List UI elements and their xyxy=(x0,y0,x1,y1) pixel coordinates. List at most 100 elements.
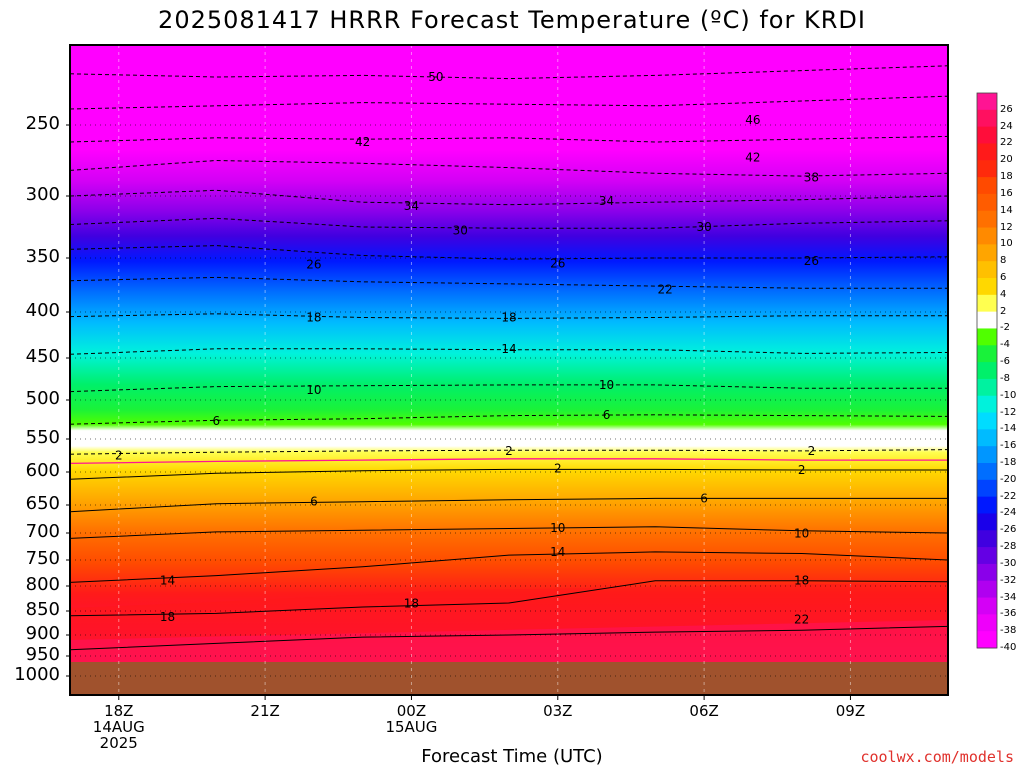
colorbar-label: -22 xyxy=(1000,490,1017,502)
x-tick-label: 06Z xyxy=(689,702,719,720)
y-tick-label: 650 xyxy=(25,493,60,514)
colorbar-label: -2 xyxy=(1000,322,1010,334)
colorbar-label: -8 xyxy=(1000,372,1010,384)
contour-label: 2 xyxy=(808,444,816,458)
colorbar-swatch xyxy=(977,446,997,464)
x-tick-label: 18Z 14AUG 2025 xyxy=(92,702,145,752)
colorbar-swatch xyxy=(977,429,997,447)
colorbar-swatch xyxy=(977,193,997,212)
colorbar-swatch xyxy=(977,580,997,599)
contour-label: 10 xyxy=(306,383,321,397)
y-tick-label: 500 xyxy=(25,388,60,409)
contour-line xyxy=(69,348,949,355)
colorbar-label: -34 xyxy=(1000,591,1017,603)
colorbar-swatch xyxy=(977,210,997,229)
colorbar-swatch xyxy=(977,311,997,329)
contour-label: 46 xyxy=(745,113,760,127)
colorbar-label: -28 xyxy=(1000,541,1017,553)
colorbar-label: 2 xyxy=(1000,305,1007,317)
contour-line xyxy=(69,625,949,651)
colorbar-label: -38 xyxy=(1000,625,1017,637)
gridlines xyxy=(70,45,948,695)
colorbar-swatch xyxy=(977,614,997,632)
x-tick-label: 21Z xyxy=(250,702,280,720)
contour-line xyxy=(69,65,949,80)
contour-label: 22 xyxy=(657,282,672,296)
colorbar-label: -18 xyxy=(1000,457,1017,468)
colorbar-label: 16 xyxy=(1000,187,1013,199)
contour-label: 14 xyxy=(550,545,565,559)
colorbar-swatch xyxy=(977,143,997,161)
colorbar-label: 18 xyxy=(1000,171,1013,183)
axes xyxy=(66,44,949,700)
contour-label: 34 xyxy=(599,194,614,208)
colorbar-swatch xyxy=(977,261,997,279)
y-tick-label: 800 xyxy=(25,574,60,595)
colorbar-label: -30 xyxy=(1000,557,1017,569)
colorbar-label: 22 xyxy=(1000,137,1013,149)
colorbar-label: 4 xyxy=(1000,288,1007,300)
colorbar-swatch xyxy=(977,227,997,245)
colorbar-swatch xyxy=(977,496,997,514)
colorbar-swatch xyxy=(977,177,997,195)
contour-line xyxy=(69,449,949,455)
contour-label: 26 xyxy=(306,257,321,271)
colorbar-swatch xyxy=(977,278,997,296)
colorbar-label: 10 xyxy=(1000,238,1013,250)
colorbar-label: -6 xyxy=(1000,356,1010,368)
contour-label: 14 xyxy=(160,573,175,587)
colorbar-swatch xyxy=(977,547,997,565)
contour-line xyxy=(69,468,948,480)
contour-label: 14 xyxy=(501,342,516,356)
contour-label: 10 xyxy=(550,521,565,535)
contour-label: 2 xyxy=(798,463,806,477)
contour-label: 2 xyxy=(554,462,562,476)
colorbar-swatch xyxy=(977,126,997,144)
temperature-field xyxy=(70,45,948,695)
y-tick-label: 1000 xyxy=(14,664,60,685)
contour-label: 18 xyxy=(794,573,809,587)
contour-line xyxy=(69,95,949,110)
contour-label: 50 xyxy=(428,70,443,84)
contour-line xyxy=(69,526,949,539)
plot-frame xyxy=(69,44,949,696)
contour-line xyxy=(69,414,949,425)
contour-label: 18 xyxy=(404,597,419,611)
y-tick-label: 550 xyxy=(25,427,60,448)
contour-line xyxy=(69,384,948,393)
colorbar-swatch xyxy=(977,463,997,481)
contour-label: 30 xyxy=(696,220,711,234)
colorbar-swatch xyxy=(977,294,997,313)
colorbar-frame xyxy=(976,92,998,649)
colorbar-label: -16 xyxy=(1000,440,1017,452)
colorbar-label: 26 xyxy=(1000,103,1013,115)
y-tick-label: 300 xyxy=(25,184,60,205)
colorbar-label: -24 xyxy=(1000,507,1017,519)
colorbar-swatch xyxy=(977,530,997,548)
colorbar-swatch xyxy=(977,412,997,430)
y-tick-label: 350 xyxy=(25,246,60,267)
contour-label: 10 xyxy=(599,378,614,392)
contour-label: 6 xyxy=(700,491,708,505)
contour-label: 18 xyxy=(306,311,321,325)
colorbar-label: 20 xyxy=(1000,154,1013,166)
contour-label: 10 xyxy=(794,527,809,541)
contour-line xyxy=(69,276,948,289)
colorbar-swatch xyxy=(977,631,997,649)
colorbar-label: 6 xyxy=(1000,272,1007,283)
y-tick-label: 750 xyxy=(25,548,60,569)
contour-label: 26 xyxy=(550,256,565,270)
colorbar-swatch xyxy=(977,109,997,128)
surface-layer xyxy=(70,620,948,662)
contour-line xyxy=(69,135,949,143)
contour-label: 22 xyxy=(794,613,809,627)
y-tick-label: 900 xyxy=(25,623,60,644)
colorbar-label: 24 xyxy=(1000,120,1013,132)
x-tick-label: 09Z xyxy=(835,702,866,720)
colorbar-label: -20 xyxy=(1000,473,1017,485)
colorbar-label: -36 xyxy=(1000,608,1017,620)
contour-lines xyxy=(69,65,949,651)
x-axis-label: Forecast Time (UTC) xyxy=(421,746,603,767)
contour-line xyxy=(69,551,949,583)
